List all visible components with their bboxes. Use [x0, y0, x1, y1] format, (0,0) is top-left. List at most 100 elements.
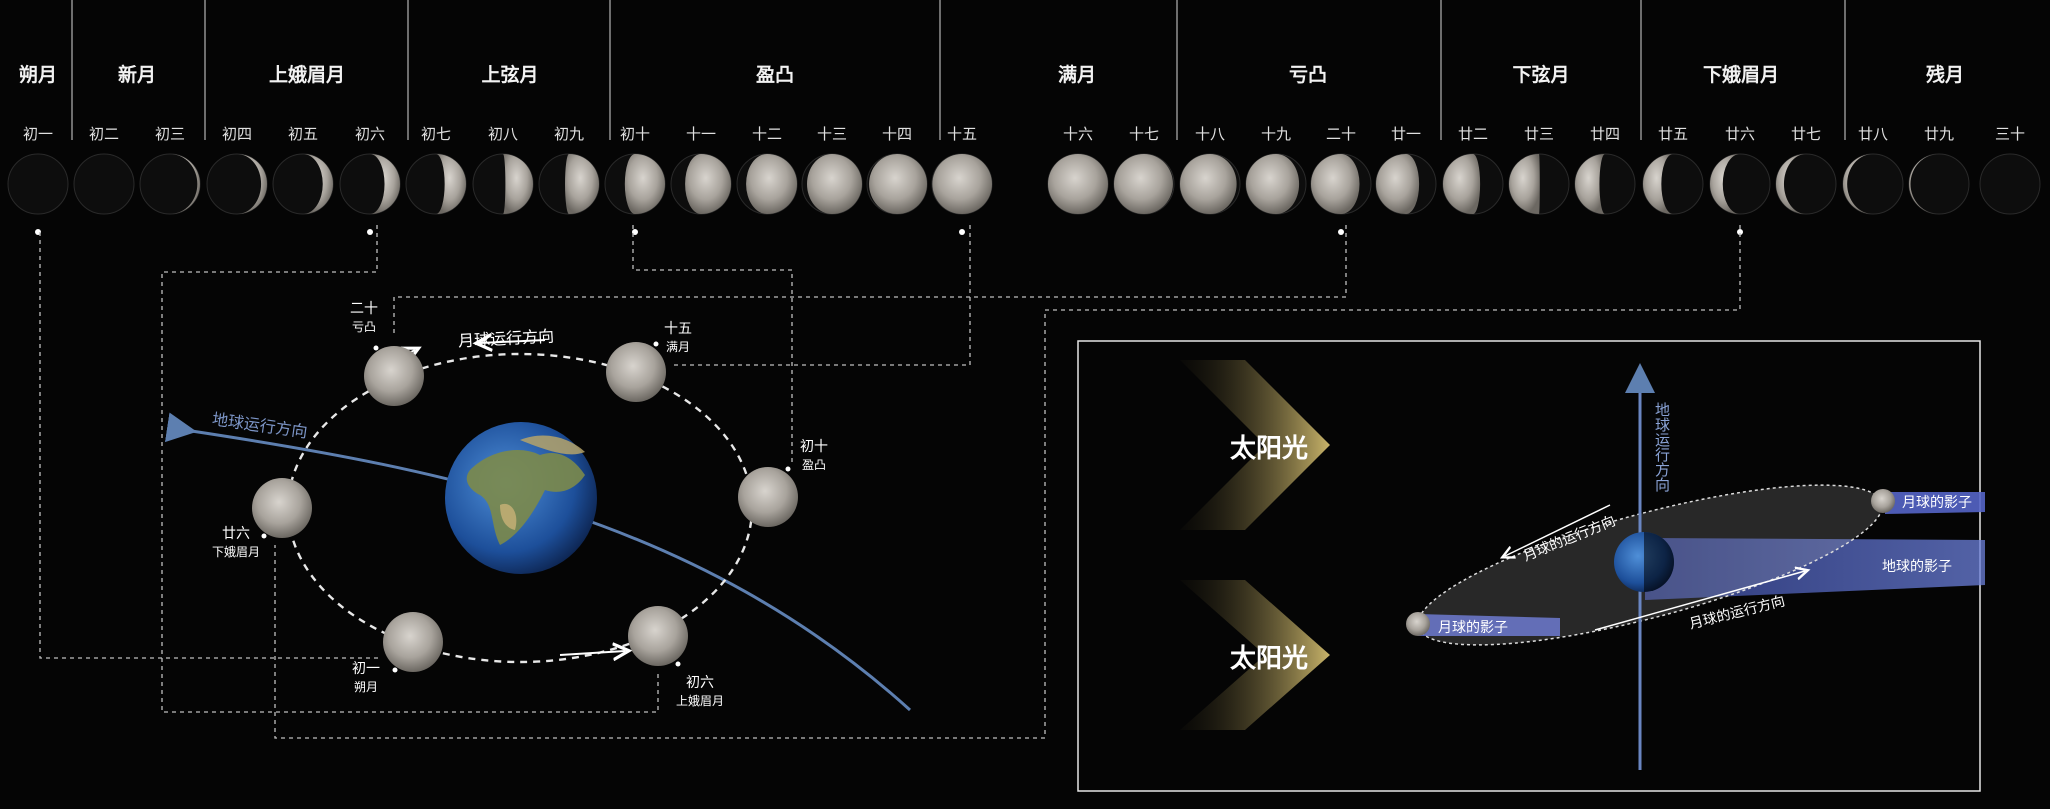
moon-phase-image [1908, 153, 1970, 215]
header-separators [71, 0, 1846, 140]
moon-phase-image [472, 153, 534, 215]
orbit-arrow-top [480, 340, 546, 343]
day-label: 廿七 [1790, 125, 1822, 143]
phase-name-xia-emeiyue: 下娥眉月 [1702, 64, 1780, 86]
day-label: 十五 [946, 125, 978, 143]
orbit-marker-dot [373, 345, 379, 351]
orbit-moon [364, 346, 424, 406]
day-label: 初六 [354, 125, 386, 143]
phase-name-xinyue: 新月 [117, 64, 157, 86]
day-label: 十三 [816, 125, 848, 143]
moon-phase-image [801, 153, 863, 215]
panel-moon-right [1871, 489, 1895, 513]
phase-marker-dot [959, 229, 965, 235]
panel-moon-left [1406, 612, 1430, 636]
moon-direction-label: 月球运行方向 [457, 326, 555, 351]
phase-marker-dot [1737, 229, 1743, 235]
moon-phase-image [1442, 153, 1504, 215]
panel-earth-direction-label: 地球运行方向 [1653, 402, 1671, 492]
phase-name-kuitu: 亏凸 [1288, 64, 1328, 86]
orbit-label-d10: 初十 盈凸 [800, 439, 828, 472]
moon-phase-image [272, 153, 334, 215]
day-label: 十七 [1128, 125, 1160, 143]
moon-phase-image [866, 153, 928, 215]
moon-phase-image [206, 153, 268, 215]
moon-phase-image [1179, 153, 1241, 215]
orbit-label-d1: 初一 朔月 [352, 661, 380, 694]
orbit-moon [252, 478, 312, 538]
moon-phase-image [339, 153, 401, 215]
moon-phase-image [1113, 153, 1175, 215]
phase-marker-dot [367, 229, 373, 235]
day-label: 廿九 [1923, 125, 1955, 143]
phase-name-shang-emeiyue: 上娥眉月 [268, 64, 346, 86]
day-label: 初五 [287, 125, 319, 143]
orbit-marker-dot [653, 341, 659, 347]
orbit-marker-dot [261, 533, 267, 539]
phase-name-xiaxianyue: 下弦月 [1512, 64, 1570, 86]
day-label: 廿五 [1657, 125, 1689, 143]
moon-shadow-band-left [1418, 614, 1560, 636]
day-label: 初一 [22, 125, 54, 143]
day-label: 十六 [1062, 125, 1094, 143]
day-label: 廿八 [1857, 125, 1889, 143]
moon-phase-image [7, 153, 69, 215]
day-label: 十八 [1194, 125, 1226, 143]
moon-phase-image [73, 153, 135, 215]
moon-phase-image [1842, 153, 1904, 215]
moon-shadow-label-left: 月球的影子 [1438, 620, 1508, 636]
moon-phase-image [736, 153, 798, 215]
moon-phase-image [1245, 153, 1307, 215]
moon-phase-image [931, 153, 993, 215]
phase-name-shuoyue: 朔月 [18, 64, 58, 86]
earth-shadow-band [1645, 538, 1985, 600]
day-label: 十九 [1260, 125, 1292, 143]
day-label: 初四 [221, 125, 253, 143]
sunlight-arrows [1180, 360, 1330, 730]
orbit-marker-dot [392, 667, 398, 673]
moon-phase-image [1709, 153, 1771, 215]
orbit-label-d6: 初六 上娥眉月 [676, 675, 725, 708]
phase-name-canyue: 残月 [1925, 64, 1965, 86]
moon-direction-arrow-upper [1505, 504, 1611, 556]
day-label: 十二 [751, 125, 783, 143]
day-label: 十一 [685, 125, 717, 143]
phase-marker-dot [1338, 229, 1344, 235]
phase-name-shangxianyue: 上弦月 [481, 64, 539, 86]
orbit-label-d26: 廿六 下娥眉月 [212, 526, 261, 559]
moon-phase-image [538, 153, 600, 215]
day-label: 廿一 [1390, 125, 1422, 143]
moon-phase-row [7, 153, 2041, 235]
day-label: 廿二 [1457, 125, 1489, 143]
moon-phase-image [1642, 153, 1704, 215]
day-label: 初三 [154, 125, 186, 143]
day-label: 初九 [553, 125, 585, 143]
moon-phase-image [139, 153, 201, 215]
earth-globe [445, 422, 597, 574]
day-label: 初二 [88, 125, 120, 143]
phase-name-manyue: 满月 [1057, 64, 1097, 86]
day-label: 二十 [1325, 125, 1357, 143]
moon-phase-image [405, 153, 467, 215]
day-label: 初八 [487, 125, 519, 143]
sunlight-label-1: 太阳光 [1230, 434, 1309, 464]
moon-phase-image [1310, 153, 1372, 215]
day-label: 廿六 [1724, 125, 1756, 143]
moon-phase-image [1375, 153, 1437, 215]
day-label: 廿四 [1589, 125, 1621, 143]
moon-phase-image [1574, 153, 1636, 215]
moon-phase-image [670, 153, 732, 215]
moon-phase-image [1775, 153, 1837, 215]
day-label: 十四 [881, 125, 913, 143]
orbit-marker-dot [785, 466, 791, 472]
day-label: 初十 [619, 125, 651, 143]
moon-phase-image [1979, 153, 2041, 215]
sunlight-label-2: 太阳光 [1230, 644, 1309, 674]
day-label: 三十 [1994, 125, 2026, 143]
moon-phase-image [604, 153, 666, 215]
orbit-moon [738, 467, 798, 527]
moon-shadow-band-right [1885, 492, 1985, 514]
orbit-moon [628, 606, 688, 666]
phase-name-yingtu: 盈凸 [755, 64, 795, 86]
